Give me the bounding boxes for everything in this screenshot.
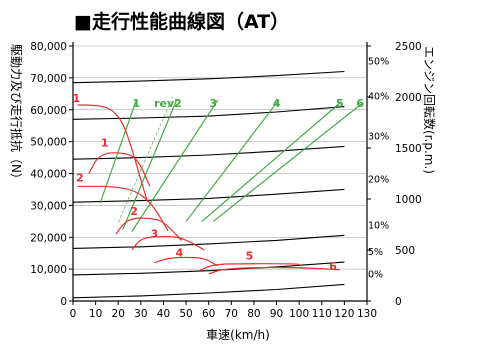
y-tick-label-left: 50,000 <box>30 137 67 149</box>
x-tick-label: 0 <box>70 308 77 320</box>
resistance-curve <box>72 188 345 203</box>
chart-title: ■走行性能曲線図（AT） <box>74 10 289 33</box>
drive-curve-label: 1 <box>73 92 81 105</box>
y-tick-label-left: 0 <box>60 296 67 308</box>
drive-curve-label: 5 <box>246 250 254 263</box>
resistance-label: 40% <box>368 92 389 103</box>
drive-curve-label: 1 <box>101 136 109 149</box>
x-tick-label: 40 <box>157 308 170 320</box>
x-tick-label: 80 <box>247 308 260 320</box>
y-tick-label-left: 70,000 <box>30 73 67 85</box>
axes: 0 10,000 20,000 30,000 40,000 50,000 60,000 70,… <box>30 41 421 320</box>
y-tick-label-right: 1000 <box>395 194 422 206</box>
rpm-line <box>212 102 363 222</box>
drive-curve-label: 4 <box>175 246 183 259</box>
rpm-line <box>131 99 219 232</box>
x-tick-label: 120 <box>334 308 354 320</box>
y-axis-label-left: 駆動力及び走行抵抗（N） <box>9 44 24 185</box>
resistance-curve <box>72 106 345 120</box>
resistance-label: 20% <box>368 174 389 185</box>
y-tick-label-left: 80,000 <box>30 41 67 53</box>
resistance-label: 0% <box>368 269 383 280</box>
x-tick-label: 130 <box>357 308 377 320</box>
drive-curve-label: 6 <box>329 260 337 273</box>
resistance-label: 30% <box>368 131 389 142</box>
drive-curve-label: 2 <box>130 205 138 218</box>
y-tick-label-left: 30,000 <box>30 200 67 212</box>
resistance-curve <box>72 283 345 299</box>
drive-curve-label: 2 <box>76 171 84 184</box>
y-tick-label-right: 500 <box>395 245 415 257</box>
resistance-label: 5% <box>368 247 383 258</box>
resistance-curve <box>72 145 345 160</box>
drive-curve <box>77 185 169 232</box>
drive-curve <box>199 263 300 272</box>
rpm-line <box>117 96 173 223</box>
resistance-label: 50% <box>368 57 389 68</box>
x-tick-label: 30 <box>134 308 147 320</box>
y-tick-label-left: 10,000 <box>30 264 67 276</box>
rpm-line-label: 5 <box>336 97 344 110</box>
resistance-curve <box>72 70 345 84</box>
x-tick-label: 110 <box>312 308 332 320</box>
rpm-line-label: 4 <box>273 97 281 110</box>
x-tick-label: 10 <box>89 308 102 320</box>
x-tick-label: 100 <box>289 308 309 320</box>
drive-curve <box>77 104 149 203</box>
y-tick-label-right: 2000 <box>395 92 422 104</box>
y-axis-label-right: エンジン回転数(r.p.m.) <box>422 46 437 174</box>
rpm-line <box>99 99 137 204</box>
drive-curve <box>154 256 219 267</box>
rpm-line <box>201 102 341 222</box>
x-tick-label: 90 <box>270 308 283 320</box>
y-tick-label-right: 0 <box>395 296 402 308</box>
rpm-line-label: 3 <box>209 97 217 110</box>
y-tick-label-left: 40,000 <box>30 169 67 181</box>
rpm-line <box>185 99 280 222</box>
drive-curve-label: 3 <box>151 227 159 240</box>
drive-curve <box>208 266 340 275</box>
drive-curve <box>131 235 205 251</box>
resistance-curve <box>72 261 345 276</box>
x-tick-label: 20 <box>112 308 125 320</box>
rpm-line-label: 6 <box>356 97 364 110</box>
y-tick-label-left: 60,000 <box>30 105 67 117</box>
rpm-lines: 1 3 4 5 6 rev2 <box>99 96 364 232</box>
grid <box>73 45 367 270</box>
resistance-label: 10% <box>368 220 389 231</box>
x-axis-label: 車速(km/h) <box>206 328 270 342</box>
y-tick-label-right: 2500 <box>395 41 422 53</box>
rpm-line-label: rev2 <box>154 97 182 110</box>
x-tick-label: 60 <box>202 308 215 320</box>
x-tick-label: 50 <box>179 308 192 320</box>
y-tick-label-left: 20,000 <box>30 232 67 244</box>
x-tick-label: 70 <box>225 308 238 320</box>
rpm-line-label: 1 <box>132 97 140 110</box>
drive-curve <box>115 217 183 241</box>
drive-curve <box>88 152 151 187</box>
rpm-line <box>122 98 178 230</box>
resistance-curve <box>72 234 345 249</box>
resistance-curves: 0% 5% 10% 20% 30% 40% 50% <box>72 57 389 299</box>
y-tick-label-right: 1500 <box>395 143 422 155</box>
